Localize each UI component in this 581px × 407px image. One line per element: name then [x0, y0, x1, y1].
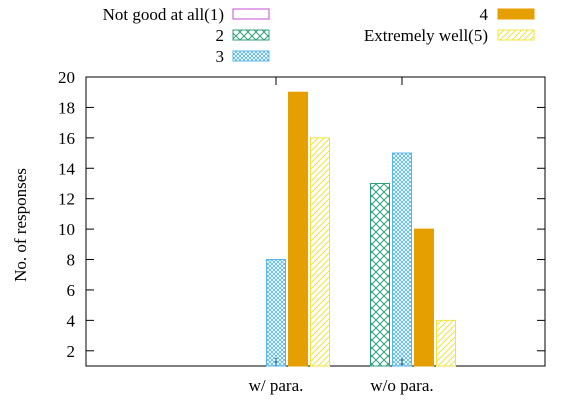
bar-4-1 [288, 91, 308, 367]
legend-label-series-2: 2 [216, 26, 225, 45]
bar-3-2 [392, 152, 412, 367]
legend-label-series-4: 4 [480, 5, 489, 24]
x-category-label: w/o para. [370, 376, 433, 395]
y-tick-label: 14 [58, 159, 76, 178]
bar-2-2 [370, 182, 390, 367]
legend-label-series-5: Extremely well(5) [364, 26, 488, 45]
y-tick-label: 4 [67, 311, 76, 330]
legend-label-series-3: 3 [216, 47, 225, 66]
y-tick-label: 2 [67, 342, 76, 361]
legend-swatch-series-2 [232, 29, 270, 41]
legend-label-series-1: Not good at all(1) [103, 5, 224, 24]
bar-4-2 [414, 228, 434, 367]
y-tick-label: 10 [58, 220, 75, 239]
legend-swatch-series-5 [497, 29, 535, 41]
bar-5-2 [436, 319, 456, 367]
bar-3-1 [266, 259, 286, 367]
y-tick-label: 18 [58, 98, 75, 117]
y-tick-label: 12 [58, 190, 75, 209]
plot-area: 2 4 6 8 10 12 14 16 18 20 w/ para. w/o para. [58, 68, 546, 395]
y-axis-label: No. of responses [11, 168, 30, 282]
legend: Not good at all(1) 2 3 4 Extremely well(… [103, 5, 535, 66]
legend-swatch-series-1 [232, 8, 270, 20]
y-tick-label: 6 [67, 281, 76, 300]
y-tick-label: 20 [58, 68, 75, 87]
bar-5-1 [310, 137, 330, 367]
legend-swatch-series-3 [232, 50, 270, 62]
y-tick-label: 16 [58, 129, 75, 148]
y-tick-label: 8 [67, 251, 76, 270]
x-category-label: w/ para. [249, 376, 304, 395]
legend-swatch-series-4 [497, 8, 535, 20]
